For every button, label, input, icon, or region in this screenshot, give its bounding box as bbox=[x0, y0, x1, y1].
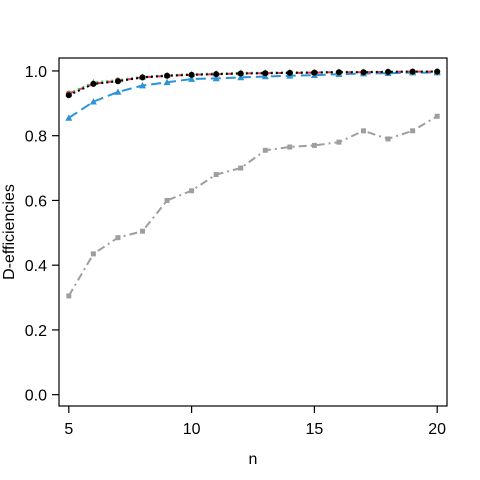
y-axis-title: D-efficiencies bbox=[1, 184, 18, 280]
x-tick-label: 5 bbox=[64, 421, 73, 438]
y-tick-label: 0.4 bbox=[25, 258, 47, 275]
data-point bbox=[434, 68, 441, 75]
data-point bbox=[238, 165, 244, 171]
y-tick-label: 1.0 bbox=[25, 64, 47, 81]
data-point bbox=[114, 88, 122, 95]
series-line bbox=[68, 70, 438, 95]
data-point bbox=[410, 128, 416, 134]
data-point bbox=[311, 142, 317, 148]
data-point bbox=[286, 69, 293, 76]
data-point bbox=[335, 69, 342, 76]
data-point bbox=[90, 80, 97, 87]
data-point bbox=[66, 293, 72, 299]
data-point bbox=[262, 70, 269, 77]
data-point bbox=[213, 71, 220, 78]
data-point bbox=[212, 74, 220, 82]
y-tick-label: 0.6 bbox=[25, 193, 47, 210]
series-4 bbox=[65, 67, 441, 97]
series-line bbox=[68, 71, 438, 119]
data-point bbox=[90, 251, 96, 257]
x-tick-label: 10 bbox=[183, 421, 201, 438]
data-point bbox=[89, 98, 97, 105]
y-tick-label: 0.2 bbox=[25, 323, 47, 340]
series-2 bbox=[65, 69, 441, 121]
data-point bbox=[311, 69, 318, 76]
data-point bbox=[115, 235, 121, 241]
data-point bbox=[188, 71, 195, 78]
data-point bbox=[262, 147, 268, 153]
data-point bbox=[287, 144, 293, 150]
data-point bbox=[385, 68, 392, 75]
series-line bbox=[67, 115, 438, 297]
data-point bbox=[237, 70, 244, 77]
plot-frame bbox=[58, 57, 448, 407]
data-point bbox=[164, 197, 170, 203]
data-point bbox=[434, 113, 440, 119]
data-point bbox=[139, 228, 145, 234]
data-point bbox=[188, 75, 196, 82]
axis-layer: 5 10 15 20 0.0 0.2 0.4 0.6 0.8 1.0 bbox=[25, 64, 446, 438]
x-tick-label: 15 bbox=[305, 421, 323, 438]
series-1 bbox=[66, 113, 440, 299]
data-point bbox=[361, 128, 367, 134]
data-point bbox=[65, 92, 72, 99]
data-point bbox=[409, 68, 416, 75]
data-point bbox=[336, 139, 342, 145]
series-5 bbox=[65, 68, 441, 99]
data-point bbox=[114, 78, 121, 85]
y-tick-label: 0.0 bbox=[25, 388, 47, 405]
data-point bbox=[164, 72, 171, 79]
data-point bbox=[163, 78, 171, 86]
data-point bbox=[138, 82, 146, 89]
data-point bbox=[139, 74, 146, 81]
data-point bbox=[385, 136, 391, 142]
x-tick-label: 20 bbox=[428, 421, 446, 438]
data-point bbox=[65, 114, 73, 121]
series-layer bbox=[65, 67, 441, 299]
data-point bbox=[213, 172, 219, 178]
data-point bbox=[360, 69, 367, 76]
data-point bbox=[237, 73, 245, 81]
y-tick-label: 0.8 bbox=[25, 129, 47, 146]
data-point bbox=[189, 188, 195, 194]
series-line bbox=[68, 70, 438, 97]
x-axis-title: n bbox=[249, 451, 258, 468]
